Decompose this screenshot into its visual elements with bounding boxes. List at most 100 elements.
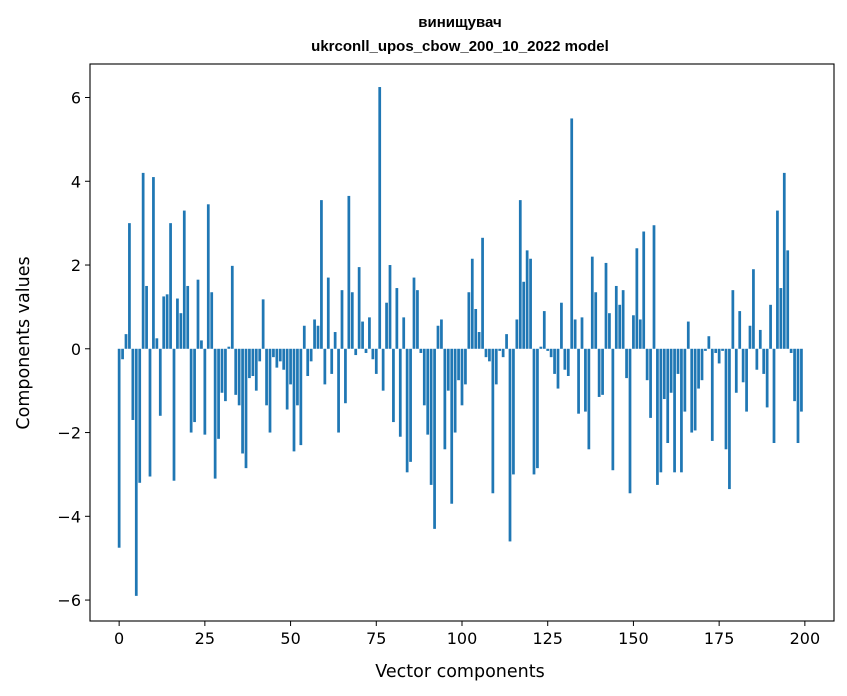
bar-112: [501, 348, 505, 358]
bar-15: [169, 223, 172, 349]
x-axis-label: Vector components: [375, 662, 544, 682]
bar-41: [258, 348, 262, 362]
bar-93: [436, 325, 440, 349]
bar-45: [272, 348, 275, 358]
bar-199: [800, 348, 803, 412]
bar-94: [440, 319, 443, 349]
x-axis-ticks: 0 25 50 75 100 125 150 175 200: [114, 621, 820, 648]
bar-66: [344, 348, 347, 404]
bar-72: [364, 348, 368, 353]
bar-99: [457, 348, 460, 381]
bar-113: [505, 334, 508, 349]
x-tick-label: 50: [280, 629, 300, 648]
bar-129: [560, 302, 563, 349]
bar-series: [117, 87, 803, 596]
bar-153: [642, 231, 646, 349]
bar-80: [392, 348, 395, 423]
bar-159: [662, 348, 666, 400]
bar-37: [244, 348, 248, 469]
bar-9: [148, 348, 152, 477]
bar-40: [254, 348, 258, 391]
bar-12: [158, 348, 162, 416]
bar-122: [536, 348, 539, 469]
bar-169: [697, 348, 700, 389]
bar-142: [604, 262, 608, 349]
bar-33: [230, 265, 234, 349]
bar-157: [656, 348, 659, 485]
bar-19: [182, 210, 186, 349]
bar-47: [278, 348, 282, 362]
bar-120: [529, 258, 532, 349]
x-tick-label: 175: [704, 629, 735, 648]
bar-178: [728, 348, 731, 490]
bar-197: [793, 348, 796, 402]
bar-38: [248, 348, 251, 379]
bar-11: [155, 338, 159, 349]
bar-191: [772, 348, 776, 444]
bar-28: [213, 348, 217, 479]
x-tick-label: 200: [790, 629, 821, 648]
y-tick-label: 2: [71, 256, 81, 275]
bar-18: [179, 313, 183, 349]
bar-85: [409, 348, 412, 462]
bar-137: [587, 348, 591, 450]
bar-14: [165, 294, 169, 349]
bar-168: [693, 348, 697, 431]
bar-4: [131, 348, 135, 420]
bar-176: [721, 348, 724, 351]
bar-53: [299, 348, 303, 446]
bar-158: [659, 348, 663, 473]
bar-119: [525, 250, 529, 349]
chart-subtitle: ukrconll_upos_cbow_200_10_2022 model: [311, 38, 609, 55]
bar-111: [498, 348, 502, 351]
bar-102: [467, 292, 471, 349]
bar-136: [584, 348, 587, 412]
bar-185: [752, 269, 755, 349]
bar-69: [354, 348, 358, 356]
bar-140: [597, 348, 601, 397]
y-tick-label: 6: [71, 89, 81, 108]
bar-162: [673, 348, 676, 473]
y-tick-label: −4: [57, 507, 81, 526]
x-tick-label: 75: [366, 629, 386, 648]
bar-16: [172, 348, 176, 481]
bar-23: [196, 279, 200, 349]
bar-160: [666, 348, 670, 444]
bar-3: [128, 223, 131, 349]
x-tick-label: 25: [195, 629, 215, 648]
bar-118: [522, 281, 526, 349]
bar-34: [234, 348, 238, 395]
bar-56: [309, 348, 313, 362]
bar-24: [200, 340, 203, 349]
bar-189: [765, 348, 769, 408]
bar-39: [251, 348, 255, 377]
y-tick-label: 4: [71, 172, 81, 191]
bar-180: [734, 348, 738, 393]
bar-110: [494, 348, 498, 385]
bar-146: [618, 304, 622, 349]
bar-117: [518, 200, 522, 349]
bar-152: [638, 319, 642, 349]
bar-106: [481, 237, 484, 349]
bar-184: [748, 325, 752, 349]
bar-70: [357, 267, 361, 349]
bar-123: [539, 346, 543, 349]
bar-64: [337, 348, 340, 433]
bar-155: [649, 348, 652, 418]
bar-48: [282, 348, 286, 370]
bar-36: [241, 348, 244, 454]
bar-1: [121, 348, 124, 360]
bar-121: [532, 348, 536, 475]
plot-frame: [89, 63, 835, 622]
bar-186: [755, 348, 759, 370]
bar-183: [745, 348, 748, 412]
y-axis-label: Components values: [14, 256, 34, 429]
bar-83: [402, 317, 406, 349]
bar-78: [385, 302, 388, 349]
bar-116: [515, 319, 519, 349]
bar-193: [779, 288, 783, 349]
bar-192: [776, 210, 779, 349]
bar-81: [395, 288, 399, 349]
bar-104: [474, 308, 478, 349]
bar-97: [450, 348, 454, 504]
